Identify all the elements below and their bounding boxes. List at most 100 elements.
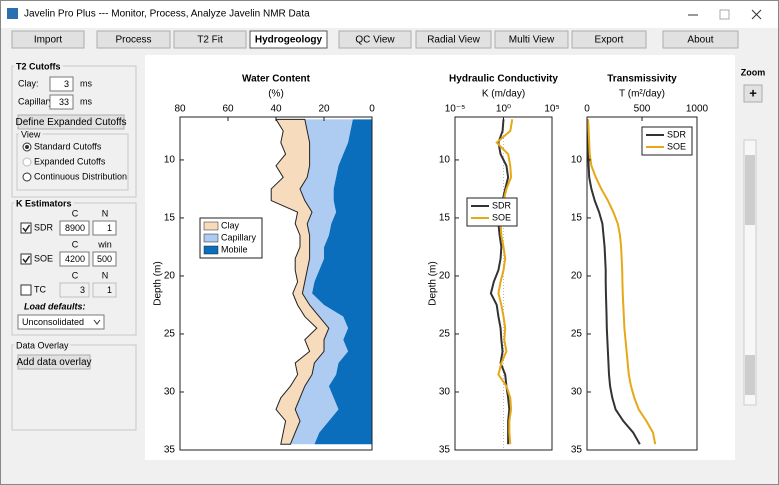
y-tick-label: 10 xyxy=(571,155,583,166)
line-series xyxy=(495,119,514,445)
tab-button-label: Radial View xyxy=(427,35,480,46)
y-tick-label: 25 xyxy=(571,329,583,340)
estimator-label: SOE xyxy=(34,253,53,263)
legend-label: Mobile xyxy=(221,244,248,254)
chart-title: Transmissivity xyxy=(607,74,677,85)
legend-label: SOE xyxy=(667,141,686,151)
param-header: N xyxy=(102,270,109,280)
legend-swatch xyxy=(203,221,219,231)
y-tick-label: 30 xyxy=(439,387,451,398)
y-tick-label: 15 xyxy=(571,213,583,224)
legend-label: Clay xyxy=(221,220,240,230)
y-tick-label: 10 xyxy=(164,155,176,166)
app-icon xyxy=(7,8,18,19)
define-cutoffs-button-label: Define Expanded Cutoffs xyxy=(15,117,126,128)
param-input-text: 4200 xyxy=(65,254,85,264)
tab-button[interactable] xyxy=(96,30,171,49)
capillary-input[interactable] xyxy=(49,94,74,110)
radio-button xyxy=(22,157,32,167)
view-group-title: View xyxy=(21,129,41,139)
zoom-label: Zoom xyxy=(741,67,766,77)
y-tick-label: 20 xyxy=(164,271,176,282)
capillary-label: Capillary: xyxy=(18,96,56,106)
unit-label: ms xyxy=(80,78,92,88)
tab-button[interactable] xyxy=(415,30,492,49)
y-tick-label: 15 xyxy=(439,213,451,224)
y-tick-label: 35 xyxy=(164,445,176,456)
radio-label: Standard Cutoffs xyxy=(34,141,102,151)
param-input[interactable] xyxy=(59,220,90,236)
y-tick-label: 10 xyxy=(439,155,451,166)
param-input-text: 1 xyxy=(107,285,112,295)
maximize-button[interactable] xyxy=(719,9,730,20)
legend-label: SDR xyxy=(492,200,512,210)
t2-cutoffs-group xyxy=(11,65,137,198)
data-overlay-group-title-bg xyxy=(14,341,71,350)
k-estimators-group-title-bg xyxy=(14,199,74,208)
tab-button[interactable] xyxy=(494,30,569,49)
checkbox[interactable] xyxy=(20,222,32,234)
tab-button[interactable] xyxy=(11,30,85,49)
checkbox[interactable] xyxy=(20,284,32,296)
param-input xyxy=(59,282,90,298)
radio-dot xyxy=(25,145,29,149)
define-cutoffs-button[interactable] xyxy=(17,114,125,130)
param-input xyxy=(92,282,117,298)
area-series xyxy=(290,119,353,445)
tab-button-label: About xyxy=(687,35,713,46)
dropdown-arrow xyxy=(93,319,101,325)
param-header: C xyxy=(72,208,79,218)
checkbox[interactable] xyxy=(20,253,32,265)
area-series xyxy=(312,119,372,445)
param-input-text: 8900 xyxy=(65,223,85,233)
load-defaults-label: Load defaults: xyxy=(24,301,86,311)
checkmark xyxy=(22,224,31,233)
x-tick-label: 500 xyxy=(634,104,651,115)
tab-button[interactable] xyxy=(173,30,247,49)
legend-swatch xyxy=(203,233,219,243)
tab-button[interactable] xyxy=(338,30,412,49)
view-group-title-bg xyxy=(19,130,43,139)
chart-title: Water Content xyxy=(242,74,311,85)
param-header: C xyxy=(72,239,79,249)
zoom-button[interactable] xyxy=(743,84,763,103)
data-overlay-group-title: Data Overlay xyxy=(16,340,69,350)
clay-input[interactable] xyxy=(49,76,74,92)
zoom-button-label: + xyxy=(749,85,757,100)
estimator-label: TC xyxy=(34,284,46,294)
param-input[interactable] xyxy=(92,220,117,236)
k-estimators-group-title: K Estimators xyxy=(16,198,72,208)
tab-button-label: Process xyxy=(115,35,151,46)
param-input[interactable] xyxy=(59,251,90,267)
k-estimators-group xyxy=(11,202,137,336)
tab-button[interactable] xyxy=(571,30,647,49)
param-header: N xyxy=(102,208,109,218)
line-series xyxy=(586,119,641,445)
data-overlay-group xyxy=(11,344,137,431)
x-tick-label: 0 xyxy=(584,104,590,115)
area-series xyxy=(270,118,330,445)
title-bar xyxy=(0,0,779,28)
t2-cutoffs-group-title-bg xyxy=(14,62,63,71)
x-tick-label: 20 xyxy=(318,104,330,115)
close-button[interactable] xyxy=(751,9,762,20)
scroll-thumb[interactable] xyxy=(745,155,755,225)
defaults-dropdown[interactable] xyxy=(17,314,105,330)
tab-button-label: Hydrogeology xyxy=(255,35,323,46)
add-overlay-button[interactable] xyxy=(17,354,91,370)
param-input-text: 500 xyxy=(97,254,112,264)
tab-button[interactable] xyxy=(249,30,328,49)
param-header: win xyxy=(97,239,112,249)
y-axis-label: Depth (m) xyxy=(153,261,164,305)
param-input[interactable] xyxy=(92,251,117,267)
param-input-text: 1 xyxy=(107,223,112,233)
tab-button[interactable] xyxy=(662,30,739,49)
radio-button[interactable] xyxy=(22,172,32,182)
legend-swatch xyxy=(203,245,219,255)
view-group xyxy=(16,133,129,191)
x-tick-label: 40 xyxy=(270,104,282,115)
x-tick-label: 10⁰ xyxy=(496,104,511,115)
scroll-thumb[interactable] xyxy=(745,355,755,395)
x-tick-label: 60 xyxy=(222,104,234,115)
